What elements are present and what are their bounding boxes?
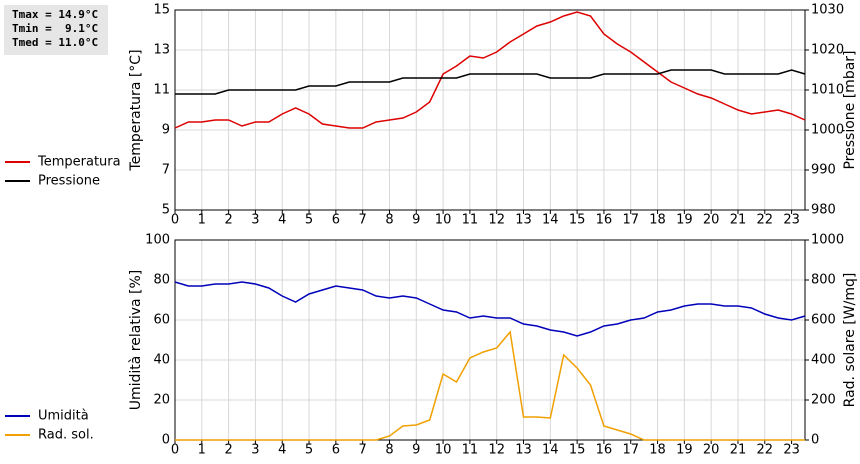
- x-tick-label: 17: [622, 213, 639, 228]
- x-tick-label: 16: [596, 213, 613, 228]
- x-tick-label: 12: [488, 443, 505, 458]
- series-line: [175, 69, 806, 95]
- y2-tick-label: 0: [811, 433, 819, 448]
- series-line: [174, 281, 806, 337]
- x-tick-label: 22: [757, 443, 774, 458]
- y2-tick-label: 1010: [811, 83, 844, 98]
- x-tick-label: 21: [730, 213, 747, 228]
- x-tick-label: 23: [783, 213, 800, 228]
- y-tick-label: 15: [153, 3, 170, 18]
- series-line: [175, 330, 805, 441]
- y2-tick-label: 1000: [811, 123, 844, 138]
- legend-label: Rad. sol.: [38, 428, 94, 443]
- x-tick-label: 20: [703, 213, 720, 228]
- x-tick-label: 19: [676, 443, 693, 458]
- y-tick-label: 100: [145, 233, 170, 248]
- y-tick-label: 60: [153, 313, 170, 328]
- y2-tick-label: 980: [811, 203, 836, 218]
- x-tick-label: 8: [385, 213, 393, 228]
- x-tick-label: 7: [359, 443, 367, 458]
- x-tick-label: 1: [198, 443, 206, 458]
- x-tick-label: 19: [676, 213, 693, 228]
- x-tick-label: 8: [385, 443, 393, 458]
- x-tick-label: 3: [251, 443, 259, 458]
- y-tick-label: 20: [153, 393, 170, 408]
- y-tick-label: 0: [162, 433, 170, 448]
- x-tick-label: 1: [198, 213, 206, 228]
- plot-frame: [174, 9, 806, 211]
- x-tick-label: 23: [783, 443, 800, 458]
- y2-tick-label: 600: [811, 313, 836, 328]
- x-tick-label: 13: [515, 443, 532, 458]
- y-tick-label: 13: [153, 43, 170, 58]
- y2-tick-label: 1000: [811, 233, 844, 248]
- x-tick-label: 5: [305, 213, 313, 228]
- x-tick-label: 18: [649, 443, 666, 458]
- x-tick-label: 21: [730, 443, 747, 458]
- y2-tick-label: 1020: [811, 43, 844, 58]
- x-tick-label: 6: [332, 213, 340, 228]
- y-tick-label: 11: [153, 83, 170, 98]
- x-tick-label: 5: [305, 443, 313, 458]
- x-tick-label: 13: [515, 213, 532, 228]
- x-tick-label: 15: [569, 443, 586, 458]
- x-tick-label: 0: [171, 443, 179, 458]
- y2-tick-label: 1030: [811, 3, 844, 18]
- x-tick-label: 14: [542, 213, 559, 228]
- x-tick-label: 4: [278, 213, 286, 228]
- x-tick-label: 9: [412, 213, 420, 228]
- x-tick-label: 17: [622, 443, 639, 458]
- y-tick-label: 7: [162, 163, 170, 178]
- y2-tick-label: 200: [811, 393, 836, 408]
- x-tick-label: 18: [649, 213, 666, 228]
- annotation: Tmed = 11.0°C: [12, 36, 98, 49]
- legend-label: Pressione: [38, 174, 100, 189]
- plot-frame: [174, 239, 806, 441]
- y2-axis-label: Rad. solare [W/mq]: [842, 273, 858, 408]
- y-tick-label: 40: [153, 353, 170, 368]
- x-tick-label: 10: [435, 213, 452, 228]
- y2-tick-label: 400: [811, 353, 836, 368]
- x-tick-label: 15: [569, 213, 586, 228]
- y2-tick-label: 990: [811, 163, 836, 178]
- x-tick-label: 11: [462, 213, 479, 228]
- legend-label: Umidità: [38, 409, 89, 424]
- y-tick-label: 80: [153, 273, 170, 288]
- y-axis-label: Umidità relativa [%]: [128, 270, 144, 411]
- y2-axis-label: Pressione [mbar]: [842, 50, 858, 169]
- y-tick-label: 9: [162, 123, 170, 138]
- x-tick-label: 2: [224, 443, 232, 458]
- series-line: [174, 11, 806, 129]
- annotation: Tmax = 14.9°C: [12, 8, 98, 21]
- y-axis-label: Temperatura [°C]: [128, 49, 144, 171]
- x-tick-label: 7: [359, 213, 367, 228]
- x-tick-label: 22: [757, 213, 774, 228]
- x-tick-label: 11: [462, 443, 479, 458]
- x-tick-label: 6: [332, 443, 340, 458]
- x-tick-label: 3: [251, 213, 259, 228]
- x-tick-label: 10: [435, 443, 452, 458]
- x-tick-label: 4: [278, 443, 286, 458]
- x-tick-label: 20: [703, 443, 720, 458]
- x-tick-label: 9: [412, 443, 420, 458]
- y2-tick-label: 800: [811, 273, 836, 288]
- x-tick-label: 14: [542, 443, 559, 458]
- stats-box: [4, 5, 108, 55]
- x-tick-label: 0: [171, 213, 179, 228]
- y-tick-label: 5: [162, 203, 170, 218]
- x-tick-label: 2: [224, 213, 232, 228]
- x-tick-label: 16: [596, 443, 613, 458]
- x-tick-label: 12: [488, 213, 505, 228]
- legend-label: Temperatura: [37, 155, 121, 170]
- annotation: Tmin = 9.1°C: [12, 22, 98, 35]
